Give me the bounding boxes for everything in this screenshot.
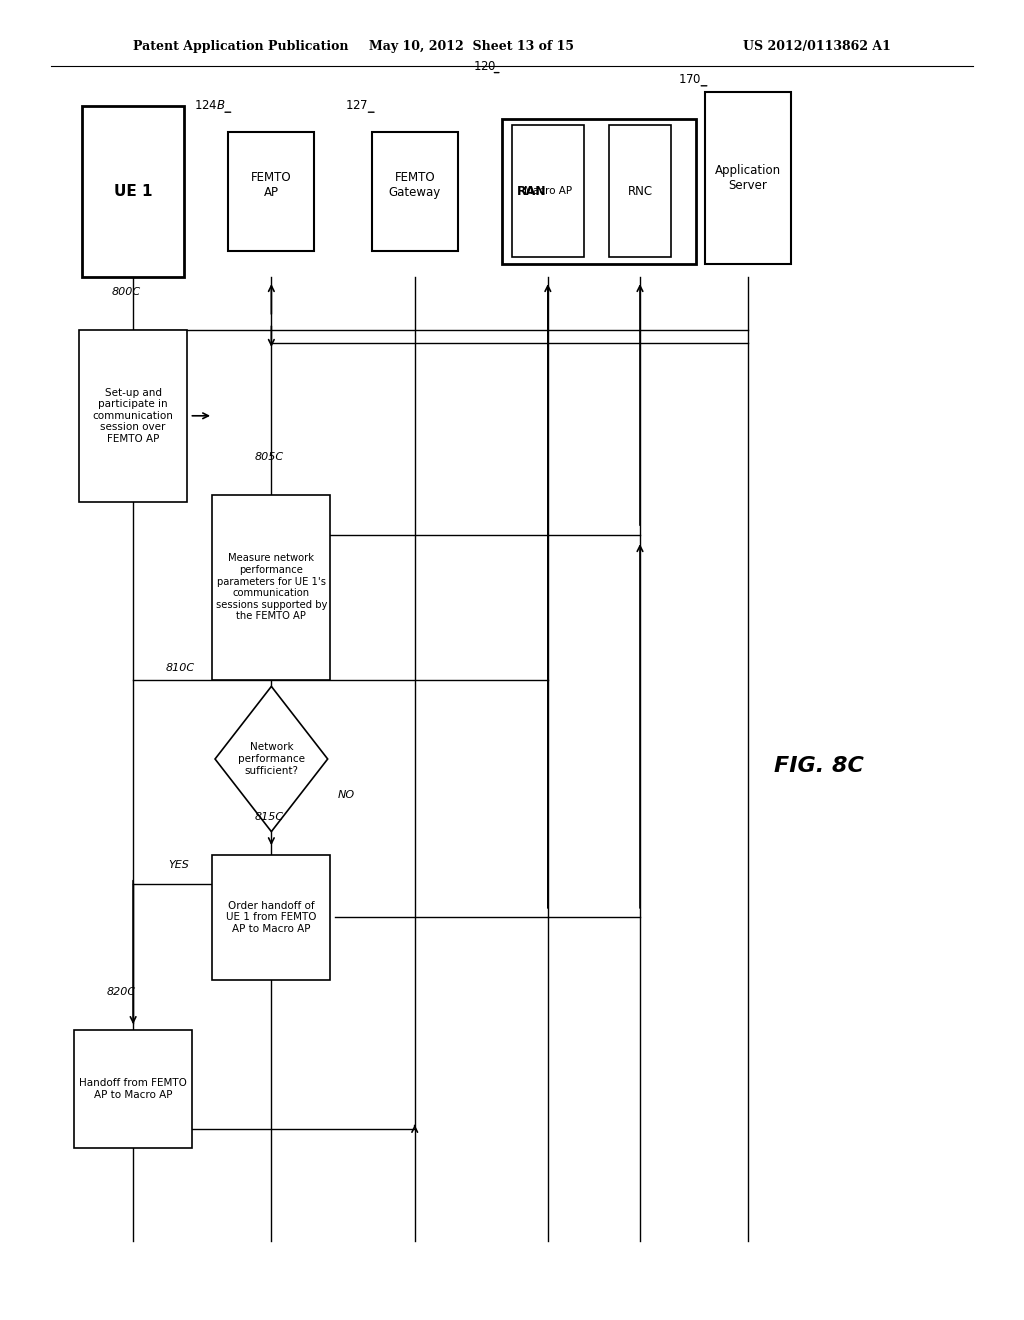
Text: $\mathit{127}$: $\mathit{127}$ bbox=[345, 99, 369, 112]
Text: US 2012/0113862 A1: US 2012/0113862 A1 bbox=[743, 40, 891, 53]
FancyBboxPatch shape bbox=[512, 125, 584, 257]
Text: Set-up and
participate in
communication
session over
FEMTO AP: Set-up and participate in communication … bbox=[93, 388, 173, 444]
FancyBboxPatch shape bbox=[213, 495, 330, 680]
FancyBboxPatch shape bbox=[705, 92, 791, 264]
Text: $\mathit{170}$: $\mathit{170}$ bbox=[678, 73, 701, 86]
Text: NO: NO bbox=[338, 791, 355, 800]
Text: 815C: 815C bbox=[255, 812, 285, 821]
Text: Measure network
performance
parameters for UE 1's
communication
sessions support: Measure network performance parameters f… bbox=[216, 553, 327, 622]
Text: $\mathit{124B}$: $\mathit{124B}$ bbox=[194, 99, 225, 112]
Text: 805C: 805C bbox=[255, 451, 285, 462]
Text: Macro AP: Macro AP bbox=[524, 186, 571, 197]
Text: 800C: 800C bbox=[112, 286, 141, 297]
Text: RAN: RAN bbox=[517, 185, 547, 198]
Text: FEMTO
Gateway: FEMTO Gateway bbox=[388, 170, 441, 199]
Text: Application
Server: Application Server bbox=[715, 164, 780, 193]
FancyBboxPatch shape bbox=[213, 855, 330, 979]
Text: Patent Application Publication: Patent Application Publication bbox=[133, 40, 348, 53]
Text: UE 1: UE 1 bbox=[114, 183, 153, 199]
Text: Handoff from FEMTO
AP to Macro AP: Handoff from FEMTO AP to Macro AP bbox=[79, 1078, 187, 1100]
Text: RNC: RNC bbox=[628, 185, 652, 198]
FancyBboxPatch shape bbox=[82, 106, 184, 277]
FancyBboxPatch shape bbox=[502, 119, 696, 264]
FancyBboxPatch shape bbox=[609, 125, 671, 257]
Polygon shape bbox=[215, 686, 328, 832]
Text: Order handoff of
UE 1 from FEMTO
AP to Macro AP: Order handoff of UE 1 from FEMTO AP to M… bbox=[226, 900, 316, 935]
FancyBboxPatch shape bbox=[80, 330, 186, 502]
Text: YES: YES bbox=[169, 859, 189, 870]
Text: Network
performance
sufficient?: Network performance sufficient? bbox=[238, 742, 305, 776]
FancyBboxPatch shape bbox=[372, 132, 458, 251]
FancyBboxPatch shape bbox=[228, 132, 314, 251]
Text: FIG. 8C: FIG. 8C bbox=[774, 755, 864, 776]
FancyBboxPatch shape bbox=[75, 1030, 193, 1148]
Text: May 10, 2012  Sheet 13 of 15: May 10, 2012 Sheet 13 of 15 bbox=[369, 40, 573, 53]
Text: FEMTO
AP: FEMTO AP bbox=[251, 170, 292, 199]
Text: 810C: 810C bbox=[166, 663, 195, 673]
Text: 820C: 820C bbox=[106, 986, 135, 997]
Text: $\mathit{120}$: $\mathit{120}$ bbox=[473, 59, 497, 73]
